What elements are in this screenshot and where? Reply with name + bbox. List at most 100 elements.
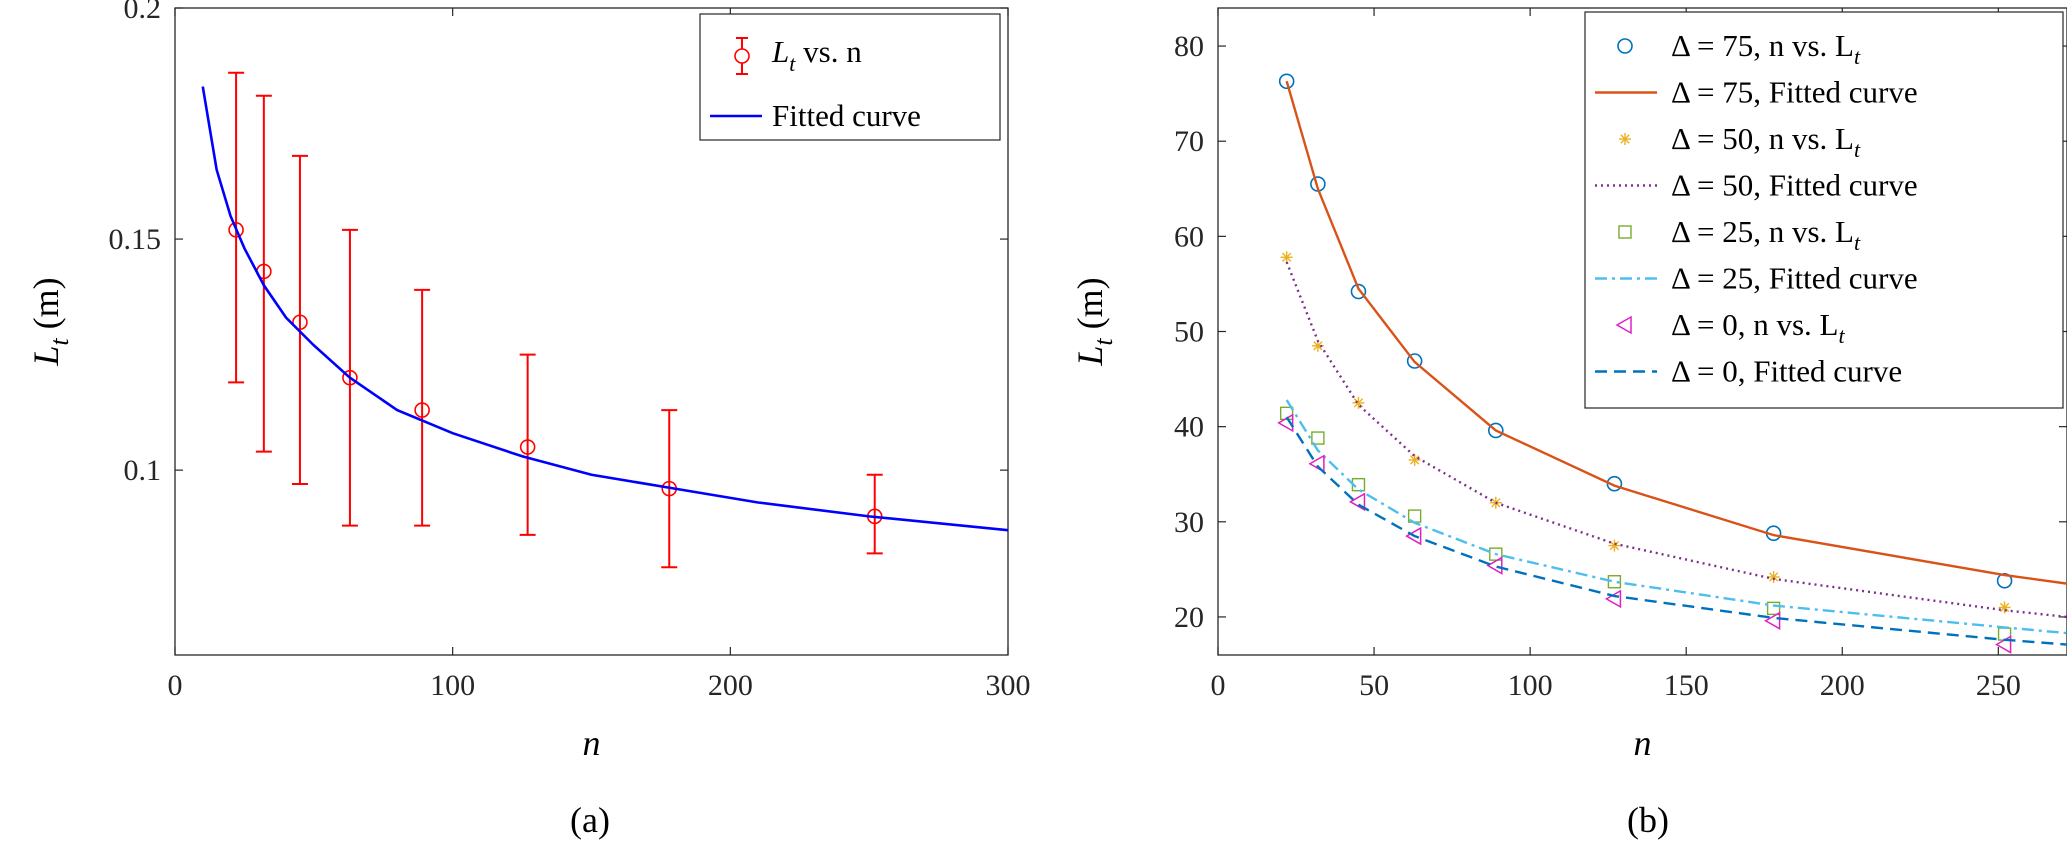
legend-entry: Δ = 75, Fitted curve: [1595, 75, 1918, 110]
series-1: [1285, 80, 2067, 585]
y-label-main: L: [26, 346, 66, 367]
data-point-stroke: [1768, 572, 1779, 582]
y-axis-label: Lt (m): [1070, 277, 1118, 366]
data-point: [519, 439, 536, 455]
data-point: [292, 314, 308, 331]
legend-label-main: Δ = 0, n vs. L: [1671, 307, 1838, 342]
fitted-curve-line: [1285, 399, 2067, 635]
x-tick-label: 250: [1976, 669, 2021, 702]
legend-label: Δ = 50, n vs. Lt: [1671, 121, 1861, 162]
x-tick-label: 0: [1211, 669, 1226, 702]
legend-entry: Δ = 50, n vs. Lt: [1619, 121, 1861, 162]
legend-label: Δ = 0, n vs. Lt: [1671, 307, 1845, 348]
y-tick-label: 40: [1174, 411, 1204, 444]
legend-entry: Δ = 50, Fitted curve: [1595, 168, 1918, 203]
legend-entry: Δ = 25, Fitted curve: [1595, 261, 1918, 296]
fitted-curve-line: [1285, 80, 2067, 585]
series-3: [1285, 261, 2067, 619]
y-label-unit: (m): [1070, 277, 1110, 338]
plot-area: [201, 71, 1008, 569]
data-point-stroke: [1999, 602, 2010, 613]
y-label-sub: t: [45, 338, 74, 346]
data-point-stroke: [1353, 398, 1364, 408]
legend-circle-icon: [734, 48, 750, 64]
y-axis-label: Lt (m): [26, 277, 74, 366]
fitted-curve-line: [1285, 261, 2067, 619]
legend-label: Δ = 75, n vs. Lt: [1671, 28, 1861, 69]
legend-label-main: Δ = 50, Fitted curve: [1671, 168, 1918, 203]
legend-label: Δ = 50, Fitted curve: [1671, 168, 1918, 203]
legend-label-sub: t: [1854, 137, 1861, 162]
panel-caption: (b): [1627, 800, 1669, 840]
data-point: [1486, 556, 1503, 575]
data-point: [1350, 283, 1367, 300]
data-point: [1280, 251, 1293, 264]
legend-label-main: L: [771, 34, 789, 69]
data-point: [342, 369, 358, 386]
data-point: [1996, 572, 2013, 589]
legend-label-rest: vs. n: [795, 34, 862, 69]
x-tick-label: 100: [1508, 669, 1553, 702]
y-label-sub: t: [1089, 338, 1118, 346]
x-tick-label: 0: [168, 669, 183, 702]
y-tick-label: 60: [1174, 220, 1204, 253]
x-tick-label: 200: [708, 669, 753, 702]
data-point: [1487, 422, 1504, 439]
data-point: [1606, 475, 1623, 492]
data-point: [1405, 526, 1422, 546]
legend: Lt vs. n Fitted curve: [699, 13, 1001, 141]
legend-label-sub: t: [1854, 44, 1861, 69]
legend-box: [1584, 11, 2064, 409]
legend-entry: Δ = 0, Fitted curve: [1595, 354, 1902, 389]
y-tick-label: 50: [1174, 316, 1204, 349]
y-tick-label: 0.15: [109, 223, 162, 256]
chart-panel-b: 0 50 100 150 200 250 20 30 40 50 60 70 80 n Lt (m) Δ = …: [1070, 7, 2067, 763]
data-point: [1766, 601, 1781, 616]
data-point: [1311, 431, 1325, 445]
y-tick-label: 70: [1174, 125, 1204, 158]
data-point: [1308, 454, 1325, 474]
data-point: [1764, 611, 1781, 631]
y-tick-label: 80: [1174, 30, 1204, 63]
fitted-curve-line: [201, 86, 1008, 532]
x-tick-label: 300: [986, 669, 1031, 702]
legend-label-main: Δ = 50, n vs. L: [1671, 121, 1854, 156]
legend-label-main: Δ = 75, Fitted curve: [1671, 75, 1918, 110]
data-point-stroke: [1313, 341, 1323, 351]
legend-label-main: Δ = 0, Fitted curve: [1671, 354, 1902, 389]
y-tick-label: 30: [1174, 506, 1204, 539]
y-tick-label: 0.1: [124, 454, 162, 487]
data-point-stroke: [1281, 252, 1292, 262]
x-axis-label: n: [583, 723, 601, 763]
legend-label-main: Δ = 25, n vs. L: [1671, 214, 1854, 249]
data-point: [1352, 396, 1365, 409]
y-label-unit: (m): [26, 277, 66, 338]
y-tick-label: 20: [1174, 601, 1204, 634]
data-point-stroke: [1409, 455, 1420, 465]
legend-marker-icon: [1617, 38, 1633, 54]
data-point: [414, 402, 430, 418]
legend-marker-icon: [1615, 315, 1632, 335]
legend-label-sub: t: [1854, 230, 1861, 255]
legend-label-main: Δ = 25, Fitted curve: [1671, 261, 1918, 296]
data-point: [228, 222, 244, 238]
x-tick-label: 200: [1820, 669, 1865, 702]
legend-marker-icon: [1618, 225, 1632, 239]
x-tick-label: 50: [1359, 669, 1389, 702]
legend-label: Lt vs. n: [771, 34, 862, 76]
legend-marker-icon: [1619, 133, 1631, 145]
x-tick-label: 100: [430, 669, 475, 702]
x-tick-label: 150: [1664, 669, 1709, 702]
series-5: [1285, 399, 2067, 635]
legend-label: Δ = 75, Fitted curve: [1671, 75, 1918, 110]
y-tick-label: 0.2: [124, 0, 162, 25]
data-point: [1277, 413, 1294, 433]
data-point: [1408, 453, 1421, 466]
legend-entry: Δ = 0, n vs. Lt: [1615, 307, 1845, 348]
legend-box: [699, 13, 1001, 141]
data-point: [1998, 601, 2011, 614]
chart-panel-a: 0 100 200 300 0.1 0.15 0.2 n Lt (m) Lt vs. nFitte…: [26, 0, 1031, 763]
series-0: [228, 71, 883, 569]
series-7: [1285, 416, 2067, 646]
